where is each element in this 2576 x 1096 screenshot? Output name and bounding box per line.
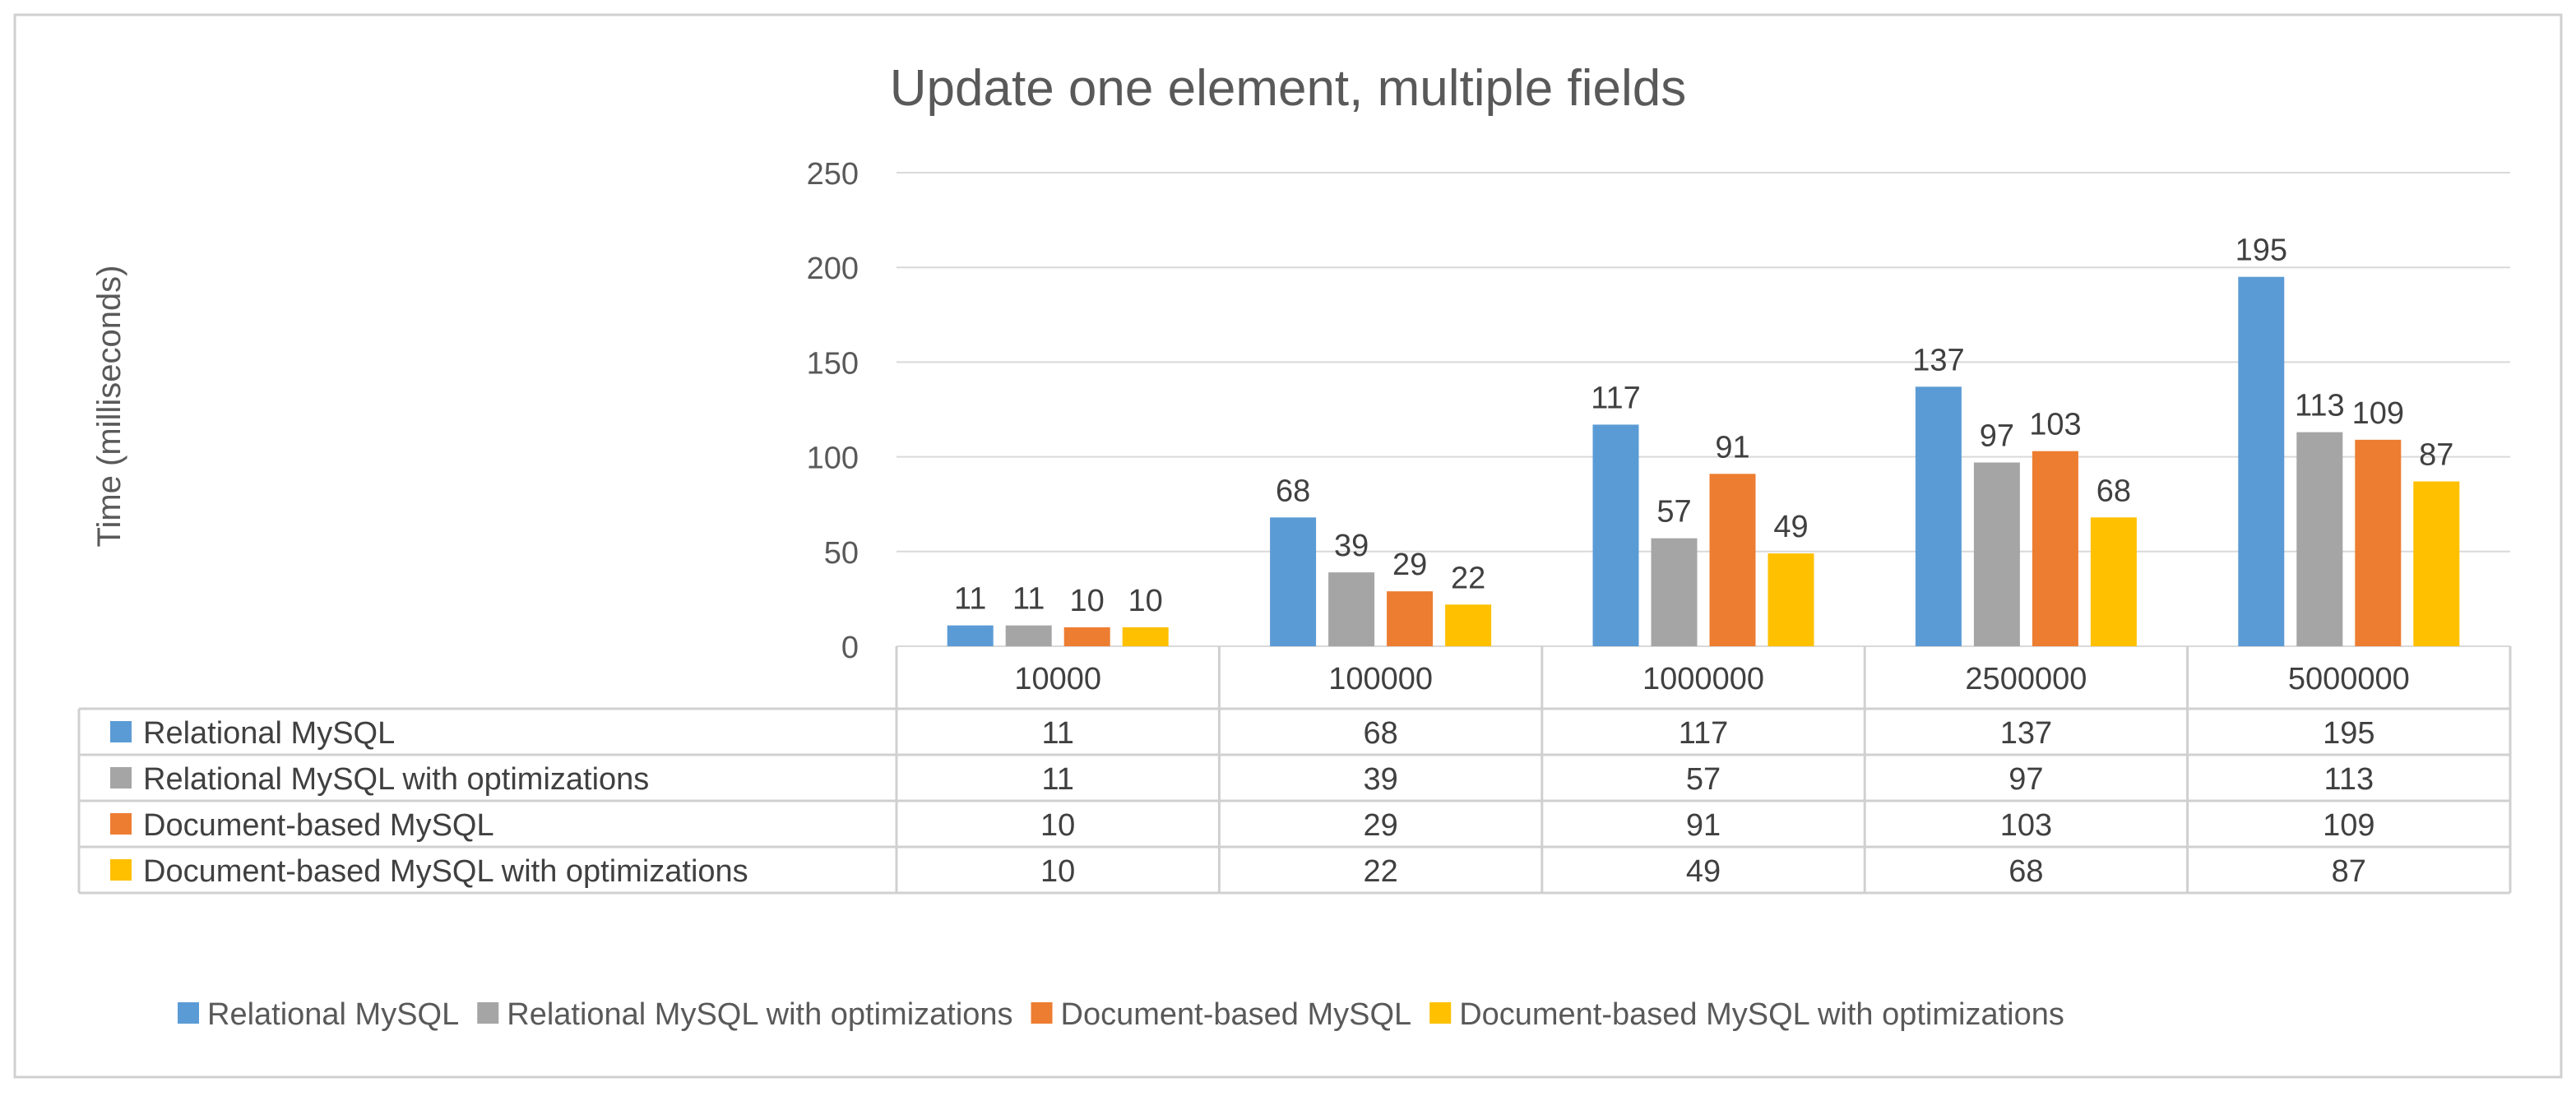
table-cell: 97 xyxy=(2008,762,2043,797)
table-cell: 68 xyxy=(2008,854,2043,889)
data-label: 195 xyxy=(2235,234,2287,268)
table-legend-key xyxy=(110,859,132,881)
y-tick-label: 250 xyxy=(807,157,859,192)
bar xyxy=(1328,572,1375,646)
table-series-name: Document-based MySQL xyxy=(143,808,494,843)
table-cell: 109 xyxy=(2323,808,2374,843)
table-cell: 87 xyxy=(2332,854,2366,889)
legend-swatch xyxy=(1429,1002,1452,1024)
table-cell: 10 xyxy=(1040,808,1075,843)
data-label: 68 xyxy=(2096,474,2131,508)
data-label: 49 xyxy=(1773,510,1808,544)
legend-label: Document-based MySQL with optimizations xyxy=(1459,997,2064,1032)
bar xyxy=(1709,474,1756,646)
data-label: 103 xyxy=(2029,408,2081,442)
legend-swatch xyxy=(1031,1002,1053,1024)
table-cell: 103 xyxy=(2000,808,2052,843)
bar xyxy=(947,625,994,646)
data-label: 57 xyxy=(1656,495,1691,530)
data-label: 91 xyxy=(1715,430,1749,465)
bar xyxy=(2413,481,2460,646)
y-tick-label: 100 xyxy=(807,442,859,476)
y-tick-label: 200 xyxy=(807,252,859,286)
bar xyxy=(2355,439,2402,646)
table-cell: 113 xyxy=(2324,762,2374,797)
data-label: 11 xyxy=(1012,582,1045,617)
table-legend-key xyxy=(110,767,132,788)
legend-swatch xyxy=(477,1002,499,1024)
bar xyxy=(1651,538,1698,646)
bar xyxy=(2032,451,2078,646)
data-label: 87 xyxy=(2419,438,2453,473)
data-label: 97 xyxy=(1980,419,2014,454)
bars xyxy=(947,276,2460,646)
table-cell: 195 xyxy=(2323,716,2374,751)
table-series-name: Document-based MySQL with optimizations xyxy=(143,854,748,889)
data-label: 137 xyxy=(1912,343,1964,377)
bar xyxy=(1445,604,1492,646)
bar xyxy=(2296,432,2343,646)
legend-label: Relational MySQL with optimizations xyxy=(507,997,1012,1032)
data-label: 10 xyxy=(1070,584,1105,618)
table-cell: 49 xyxy=(1686,854,1721,889)
bar xyxy=(1005,625,1052,646)
x-category-label: 2500000 xyxy=(1965,662,2087,696)
bar xyxy=(1270,517,1317,646)
table-cell: 68 xyxy=(1363,716,1397,751)
table-cell: 39 xyxy=(1363,762,1397,797)
bar xyxy=(1973,462,2020,646)
data-label: 117 xyxy=(1591,381,1641,415)
bar xyxy=(1387,591,1434,646)
bar xyxy=(1122,627,1169,646)
legend-label: Document-based MySQL xyxy=(1061,997,1412,1032)
bar xyxy=(1915,386,1962,646)
table-cell: 117 xyxy=(1679,716,1729,751)
data-label: 39 xyxy=(1334,529,1369,563)
x-category-label: 1000000 xyxy=(1642,662,1764,696)
y-tick-label: 150 xyxy=(807,346,859,381)
x-category-label: 10000 xyxy=(1014,662,1101,696)
table-cell: 91 xyxy=(1686,808,1721,843)
data-label: 11 xyxy=(954,582,986,617)
bar xyxy=(1063,627,1110,646)
data-label: 22 xyxy=(1451,561,1485,595)
bar xyxy=(1768,553,1814,646)
table-cell: 10 xyxy=(1040,854,1075,889)
x-category-label: 5000000 xyxy=(2288,662,2410,696)
data-label: 68 xyxy=(1276,474,1310,508)
table-legend-key xyxy=(110,813,132,835)
data-label: 109 xyxy=(2352,396,2404,431)
y-tick-label: 50 xyxy=(824,536,859,571)
table-cell: 22 xyxy=(1363,854,1397,889)
data-label: 29 xyxy=(1392,548,1427,582)
table-series-name: Relational MySQL xyxy=(143,716,395,751)
table-cell: 137 xyxy=(2000,716,2052,751)
data-label: 113 xyxy=(2295,389,2345,423)
table-series-name: Relational MySQL with optimizations xyxy=(143,762,649,797)
data-labels: 11 68 117 137 195 11 39 57 97 113 10 29 91 103 109 10 22… xyxy=(954,234,2453,618)
legend-swatch xyxy=(178,1002,199,1024)
table-cell: 29 xyxy=(1363,808,1397,843)
y-axis-label: Time (milliseconds) xyxy=(91,265,127,547)
x-category-label: 100000 xyxy=(1328,662,1433,696)
y-tick-label: 0 xyxy=(841,631,859,665)
legend-label: Relational MySQL xyxy=(207,997,459,1032)
chart-title: Update one element, multiple fields xyxy=(890,60,1686,117)
bar xyxy=(2090,517,2137,646)
table-cell: 57 xyxy=(1686,762,1721,797)
legend: Relational MySQL Relational MySQL with op… xyxy=(178,997,2064,1032)
bar xyxy=(2238,276,2285,646)
table-cell: 11 xyxy=(1041,716,1073,751)
table-legend-key xyxy=(110,721,132,742)
data-label: 10 xyxy=(1128,584,1163,618)
bar xyxy=(1592,424,1639,646)
table-cell: 11 xyxy=(1041,762,1073,797)
data-table: 10000 100000 1000000 2500000 5000000 Relation… xyxy=(77,646,2512,895)
y-axis-ticks: 0 50 100 150 200 250 xyxy=(807,157,859,665)
